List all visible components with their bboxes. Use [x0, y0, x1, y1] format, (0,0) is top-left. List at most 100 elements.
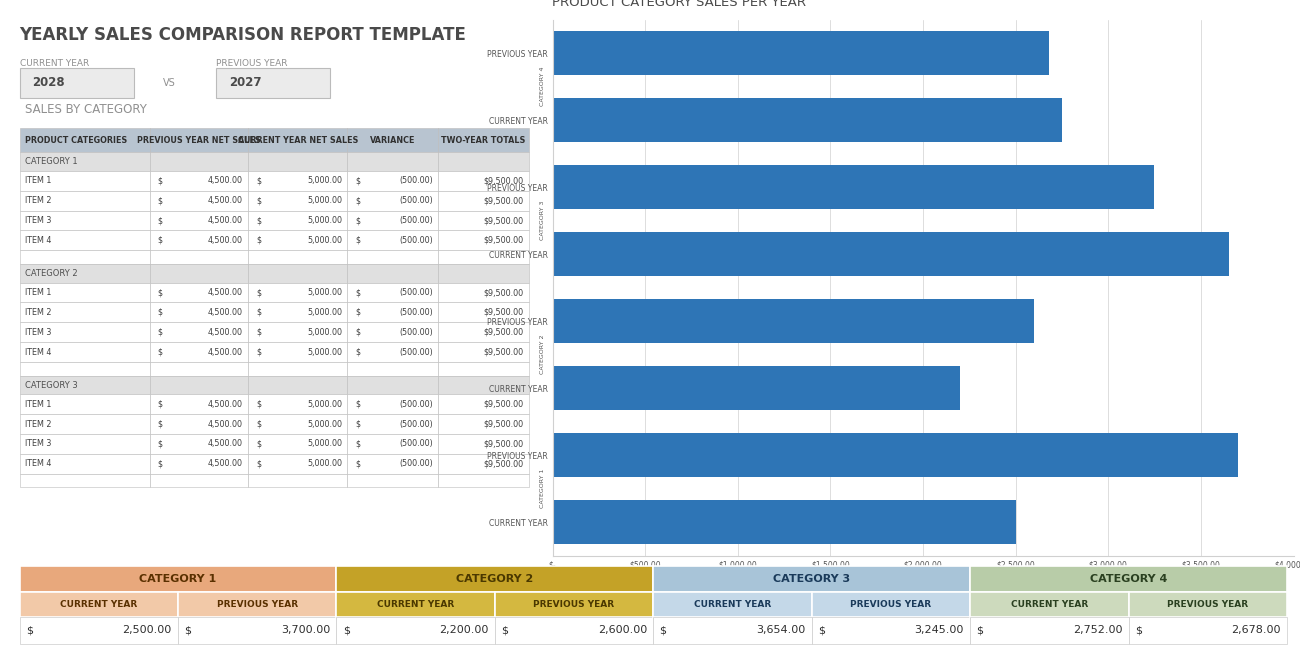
Text: $: $	[256, 176, 261, 185]
Text: 2,200.00: 2,200.00	[439, 625, 489, 636]
Text: $: $	[256, 459, 261, 468]
Text: (500.00): (500.00)	[399, 288, 433, 297]
Text: CATEGORY 2: CATEGORY 2	[456, 574, 533, 584]
FancyBboxPatch shape	[248, 231, 347, 250]
FancyBboxPatch shape	[337, 566, 653, 592]
FancyBboxPatch shape	[347, 342, 438, 362]
FancyBboxPatch shape	[150, 342, 248, 362]
Text: TWO-YEAR TOTALS: TWO-YEAR TOTALS	[442, 136, 525, 145]
FancyBboxPatch shape	[438, 414, 529, 434]
FancyBboxPatch shape	[20, 302, 150, 322]
FancyBboxPatch shape	[248, 395, 347, 414]
Text: (500.00): (500.00)	[399, 236, 433, 245]
Text: $: $	[502, 625, 508, 636]
Text: 5,000.00: 5,000.00	[307, 419, 342, 428]
FancyBboxPatch shape	[150, 153, 248, 171]
Text: 3,700.00: 3,700.00	[281, 625, 330, 636]
FancyBboxPatch shape	[248, 283, 347, 302]
FancyBboxPatch shape	[248, 376, 347, 395]
FancyBboxPatch shape	[150, 454, 248, 474]
Text: CATEGORY 4: CATEGORY 4	[540, 67, 545, 107]
Text: $: $	[355, 236, 360, 245]
Text: CATEGORY 2: CATEGORY 2	[540, 335, 545, 374]
Text: $9,500.00: $9,500.00	[484, 439, 524, 448]
Text: $: $	[157, 459, 162, 468]
Text: $: $	[256, 439, 261, 448]
FancyBboxPatch shape	[438, 474, 529, 488]
Text: $9,500.00: $9,500.00	[484, 288, 524, 297]
Bar	[552, 434, 1238, 477]
Text: $: $	[157, 196, 162, 205]
Text: $: $	[157, 419, 162, 428]
FancyBboxPatch shape	[20, 434, 150, 454]
FancyBboxPatch shape	[20, 474, 150, 488]
FancyBboxPatch shape	[347, 129, 438, 153]
Text: $: $	[157, 308, 162, 317]
FancyBboxPatch shape	[20, 231, 150, 250]
FancyBboxPatch shape	[150, 190, 248, 211]
FancyBboxPatch shape	[438, 322, 529, 342]
Text: $: $	[343, 625, 350, 636]
Text: $: $	[256, 196, 261, 205]
Text: 5,000.00: 5,000.00	[307, 308, 342, 317]
Text: $: $	[256, 288, 261, 297]
FancyBboxPatch shape	[653, 617, 811, 644]
Bar	[552, 232, 1230, 276]
FancyBboxPatch shape	[438, 302, 529, 322]
FancyBboxPatch shape	[438, 434, 529, 454]
FancyBboxPatch shape	[438, 171, 529, 190]
Text: 4,500.00: 4,500.00	[208, 216, 243, 225]
Text: CATEGORY 2: CATEGORY 2	[25, 269, 77, 278]
FancyBboxPatch shape	[20, 322, 150, 342]
Text: $: $	[355, 216, 360, 225]
FancyBboxPatch shape	[1128, 592, 1287, 617]
Text: ITEM 4: ITEM 4	[25, 459, 51, 468]
Text: $: $	[355, 196, 360, 205]
FancyBboxPatch shape	[20, 376, 150, 395]
Text: ITEM 1: ITEM 1	[25, 400, 51, 409]
Text: 5,000.00: 5,000.00	[307, 459, 342, 468]
FancyBboxPatch shape	[248, 342, 347, 362]
FancyBboxPatch shape	[347, 376, 438, 395]
FancyBboxPatch shape	[653, 592, 811, 617]
Text: CATEGORY 1: CATEGORY 1	[139, 574, 217, 584]
Text: 4,500.00: 4,500.00	[208, 328, 243, 337]
FancyBboxPatch shape	[347, 190, 438, 211]
Text: ITEM 4: ITEM 4	[25, 236, 51, 245]
FancyBboxPatch shape	[811, 617, 970, 644]
Bar	[552, 165, 1153, 209]
FancyBboxPatch shape	[150, 250, 248, 264]
FancyBboxPatch shape	[438, 342, 529, 362]
Text: CATEGORY 3: CATEGORY 3	[774, 574, 850, 584]
FancyBboxPatch shape	[438, 362, 529, 376]
Text: 4,500.00: 4,500.00	[208, 196, 243, 205]
FancyBboxPatch shape	[438, 264, 529, 283]
Text: 4,500.00: 4,500.00	[208, 236, 243, 245]
Text: 4,500.00: 4,500.00	[208, 419, 243, 428]
Text: (500.00): (500.00)	[399, 400, 433, 409]
Text: 5,000.00: 5,000.00	[307, 439, 342, 448]
Bar	[552, 31, 1049, 75]
FancyBboxPatch shape	[20, 171, 150, 190]
Text: $9,500.00: $9,500.00	[484, 236, 524, 245]
Text: ITEM 3: ITEM 3	[25, 328, 51, 337]
Text: PREVIOUS YEAR: PREVIOUS YEAR	[533, 600, 615, 609]
FancyBboxPatch shape	[347, 171, 438, 190]
Text: $: $	[157, 216, 162, 225]
Text: ITEM 1: ITEM 1	[25, 176, 51, 185]
Text: ITEM 3: ITEM 3	[25, 216, 51, 225]
Text: 4,500.00: 4,500.00	[208, 288, 243, 297]
Bar	[552, 367, 961, 410]
FancyBboxPatch shape	[347, 454, 438, 474]
Text: (500.00): (500.00)	[399, 308, 433, 317]
FancyBboxPatch shape	[20, 342, 150, 362]
FancyBboxPatch shape	[20, 264, 150, 283]
Text: $: $	[355, 400, 360, 409]
FancyBboxPatch shape	[150, 283, 248, 302]
FancyBboxPatch shape	[20, 414, 150, 434]
FancyBboxPatch shape	[970, 592, 1128, 617]
FancyBboxPatch shape	[248, 250, 347, 264]
FancyBboxPatch shape	[495, 592, 653, 617]
FancyBboxPatch shape	[20, 250, 150, 264]
FancyBboxPatch shape	[438, 129, 529, 153]
